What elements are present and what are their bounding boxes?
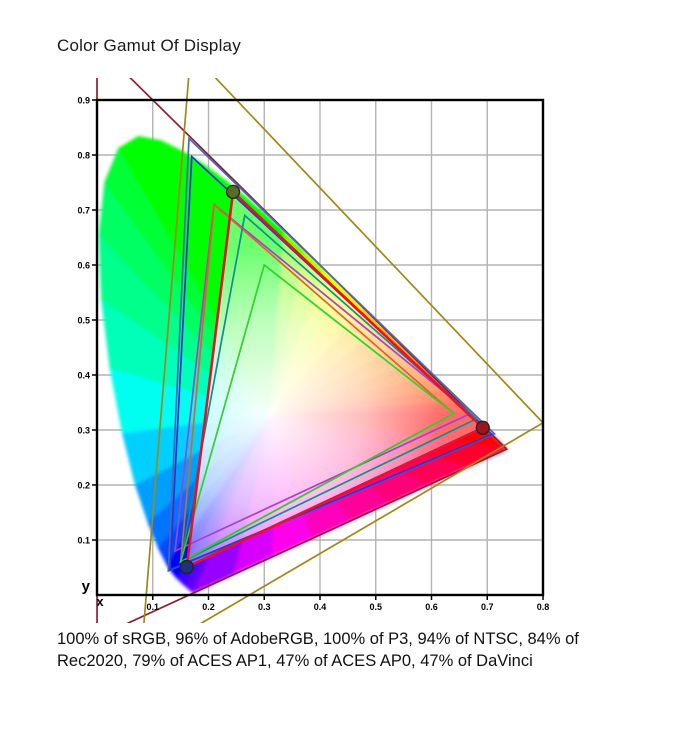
svg-text:0.6: 0.6 [425, 602, 438, 612]
svg-text:0.4: 0.4 [314, 602, 327, 612]
svg-text:0.2: 0.2 [202, 602, 215, 612]
svg-text:0.1: 0.1 [146, 602, 159, 612]
svg-text:0.7: 0.7 [481, 602, 494, 612]
gamut-coverage-caption: 100% of sRGB, 96% of AdobeRGB, 100% of P… [57, 629, 642, 673]
gamut-davinci [143, 78, 545, 623]
caption-line-1: 100% of sRGB, 96% of AdobeRGB, 100% of P… [57, 630, 579, 648]
gamut-p3 [179, 213, 478, 564]
y-axis-label: y [82, 578, 91, 595]
gamut-display [185, 189, 486, 570]
y-axis-ticks: 0.1 0.2 0.3 0.4 0.5 0.6 0.7 0.8 0.9 [77, 96, 97, 546]
x-axis-label: x [96, 594, 104, 609]
svg-text:0.4: 0.4 [77, 371, 90, 381]
page-title: Color Gamut Of Display [57, 36, 241, 55]
svg-text:0.3: 0.3 [258, 602, 271, 612]
svg-text:0.3: 0.3 [77, 426, 90, 436]
svg-text:0.8: 0.8 [77, 151, 90, 161]
gamut-srgb [179, 263, 456, 564]
svg-text:0.1: 0.1 [77, 536, 90, 546]
svg-text:0.8: 0.8 [537, 602, 550, 612]
x-axis-ticks: 0.1 0.2 0.3 0.4 0.5 0.6 0.7 0.8 [146, 595, 549, 612]
svg-text:0.5: 0.5 [77, 316, 90, 326]
svg-text:0.5: 0.5 [369, 602, 382, 612]
caption-line-2: Rec2020, 79% of ACES AP1, 47% of ACES AP… [57, 651, 533, 670]
display-primary-marker-g [225, 184, 241, 200]
gamut-ntsc [174, 202, 473, 553]
svg-text:0.7: 0.7 [77, 206, 90, 216]
svg-text:0.6: 0.6 [77, 261, 90, 271]
svg-text:0.9: 0.9 [77, 96, 90, 106]
svg-text:0.2: 0.2 [77, 481, 90, 491]
display-primary-marker-r [475, 420, 490, 435]
display-primary-marker-b [179, 559, 194, 575]
